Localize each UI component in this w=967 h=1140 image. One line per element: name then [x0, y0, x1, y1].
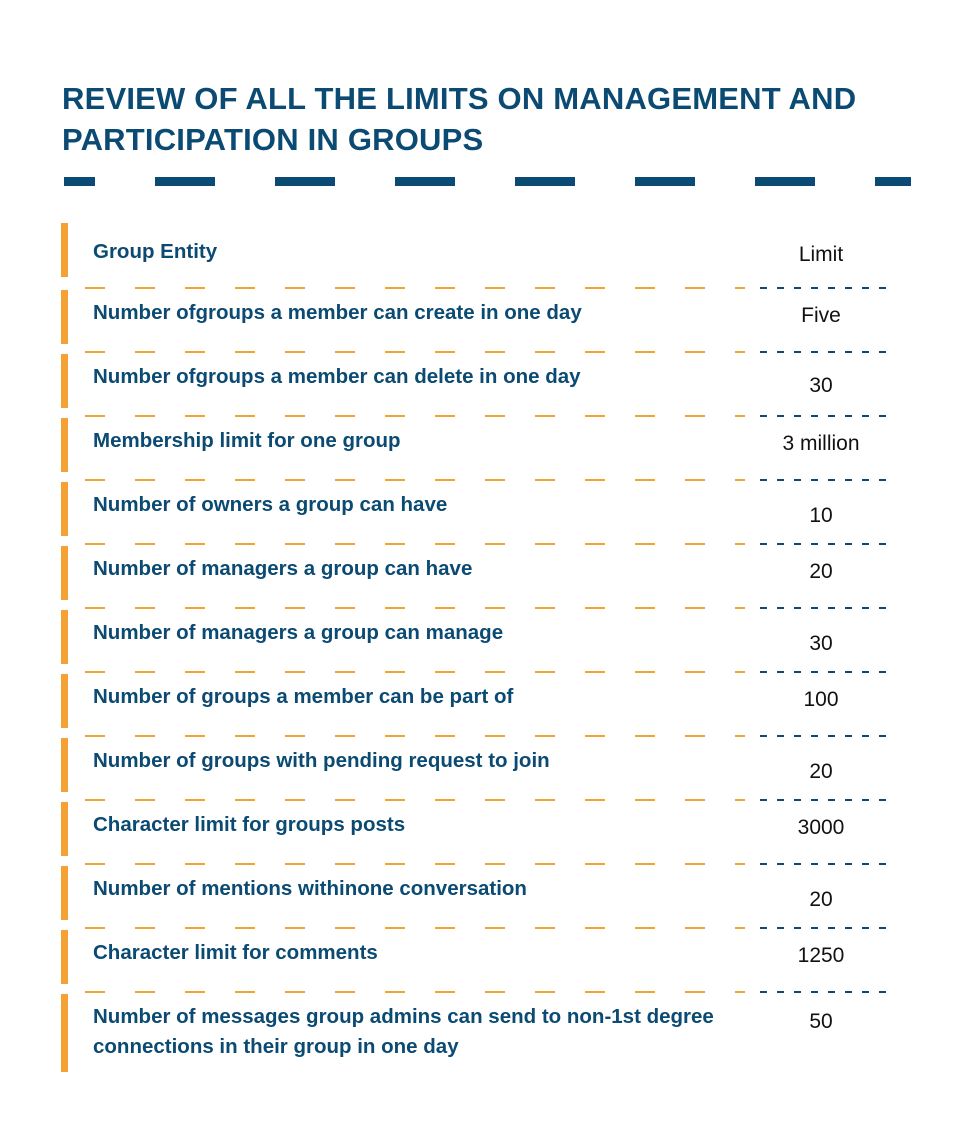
table-row: Character limit for comments 1250	[61, 930, 891, 984]
row-accent-bar	[61, 290, 68, 344]
row-accent-bar	[61, 674, 68, 728]
divider-dash	[515, 177, 575, 186]
row-separator-limit	[760, 863, 886, 865]
row-separator	[85, 799, 745, 801]
row-separator-limit	[760, 351, 886, 353]
table-row: Number of managers a group can manage 30	[61, 610, 891, 664]
row-separator	[85, 479, 745, 481]
row-accent-bar	[61, 482, 68, 536]
row-accent-bar	[61, 738, 68, 792]
row-limit: 3 million	[782, 432, 860, 455]
row-accent-bar	[61, 546, 68, 600]
row-separator-limit	[760, 671, 886, 673]
row-accent-bar	[61, 866, 68, 920]
row-entity: Number of messages group admins can send…	[93, 1005, 714, 1058]
table-row: Number of owners a group can have 10	[61, 482, 891, 536]
row-limit: 30	[809, 374, 833, 397]
row-entity: Number of groups with pending request to…	[93, 749, 550, 772]
table-header-row: Group Entity Limit	[61, 223, 891, 277]
row-separator	[85, 415, 745, 417]
row-separator-limit	[760, 991, 886, 993]
row-limit: 50	[809, 1010, 833, 1033]
row-separator-limit	[760, 287, 886, 289]
row-separator-limit	[760, 927, 886, 929]
table-row: Number of messages group admins can send…	[61, 994, 891, 1072]
row-limit: 10	[809, 504, 833, 527]
row-entity: Number of owners a group can have	[93, 493, 448, 516]
row-limit: 1250	[797, 944, 845, 967]
row-separator-limit	[760, 415, 886, 417]
table-row: Character limit for groups posts 3000	[61, 802, 891, 856]
row-separator	[85, 735, 745, 737]
header-entity: Group Entity	[93, 240, 218, 263]
row-entity: Number of mentions withinone conversatio…	[93, 877, 527, 900]
row-separator-limit	[760, 799, 886, 801]
table-row: Number of managers a group can have 20	[61, 546, 891, 600]
row-accent-bar	[61, 994, 68, 1072]
row-separator-limit	[760, 543, 886, 545]
row-accent-bar	[61, 610, 68, 664]
row-limit: 100	[803, 688, 839, 711]
row-entity: Number of managers a group can manage	[93, 621, 504, 644]
table-row: Number of groups with pending request to…	[61, 738, 891, 792]
row-limit: 20	[809, 760, 833, 783]
row-separator	[85, 991, 745, 993]
row-limit: 20	[809, 888, 833, 911]
row-separator	[85, 863, 745, 865]
row-entity: Number of managers a group can have	[93, 557, 473, 580]
divider-dash	[635, 177, 695, 186]
divider-dash	[155, 177, 215, 186]
row-accent-bar	[61, 930, 68, 984]
row-entity: Number ofgroups a member can delete in o…	[93, 365, 581, 388]
row-limit: 20	[809, 560, 833, 583]
divider-dash	[275, 177, 335, 186]
table-row: Number of groups a member can be part of…	[61, 674, 891, 728]
row-separator	[85, 543, 745, 545]
row-entity: Number of groups a member can be part of	[93, 685, 514, 708]
row-accent-bar	[61, 223, 68, 277]
row-entity: Membership limit for one group	[93, 429, 401, 452]
row-entity: Character limit for comments	[93, 941, 378, 964]
row-separator-limit	[760, 735, 886, 737]
table-row: Number ofgroups a member can create in o…	[61, 290, 891, 344]
table-row: Number ofgroups a member can delete in o…	[61, 354, 891, 408]
divider-dash	[64, 177, 95, 186]
row-separator	[85, 927, 745, 929]
row-separator	[85, 671, 745, 673]
row-limit: 30	[809, 632, 833, 655]
row-limit: Five	[801, 304, 841, 327]
table-row: Membership limit for one group 3 million	[61, 418, 891, 472]
row-entity: Number ofgroups a member can create in o…	[93, 301, 582, 324]
page-title: REVIEW OF ALL THE LIMITS ON MANAGEMENT A…	[62, 81, 857, 157]
row-limit: 3000	[797, 816, 845, 839]
row-separator-limit	[760, 479, 886, 481]
divider-dash	[755, 177, 815, 186]
row-entity: Character limit for groups posts	[93, 813, 406, 836]
row-separator	[85, 351, 745, 353]
row-accent-bar	[61, 802, 68, 856]
row-accent-bar	[61, 354, 68, 408]
row-separator	[85, 607, 745, 609]
divider-dash	[395, 177, 455, 186]
divider-dash	[875, 177, 911, 186]
row-accent-bar	[61, 418, 68, 472]
table-row: Number of mentions withinone conversatio…	[61, 866, 891, 920]
row-separator-limit	[760, 607, 886, 609]
row-separator	[85, 287, 745, 289]
header-limit: Limit	[798, 243, 844, 266]
